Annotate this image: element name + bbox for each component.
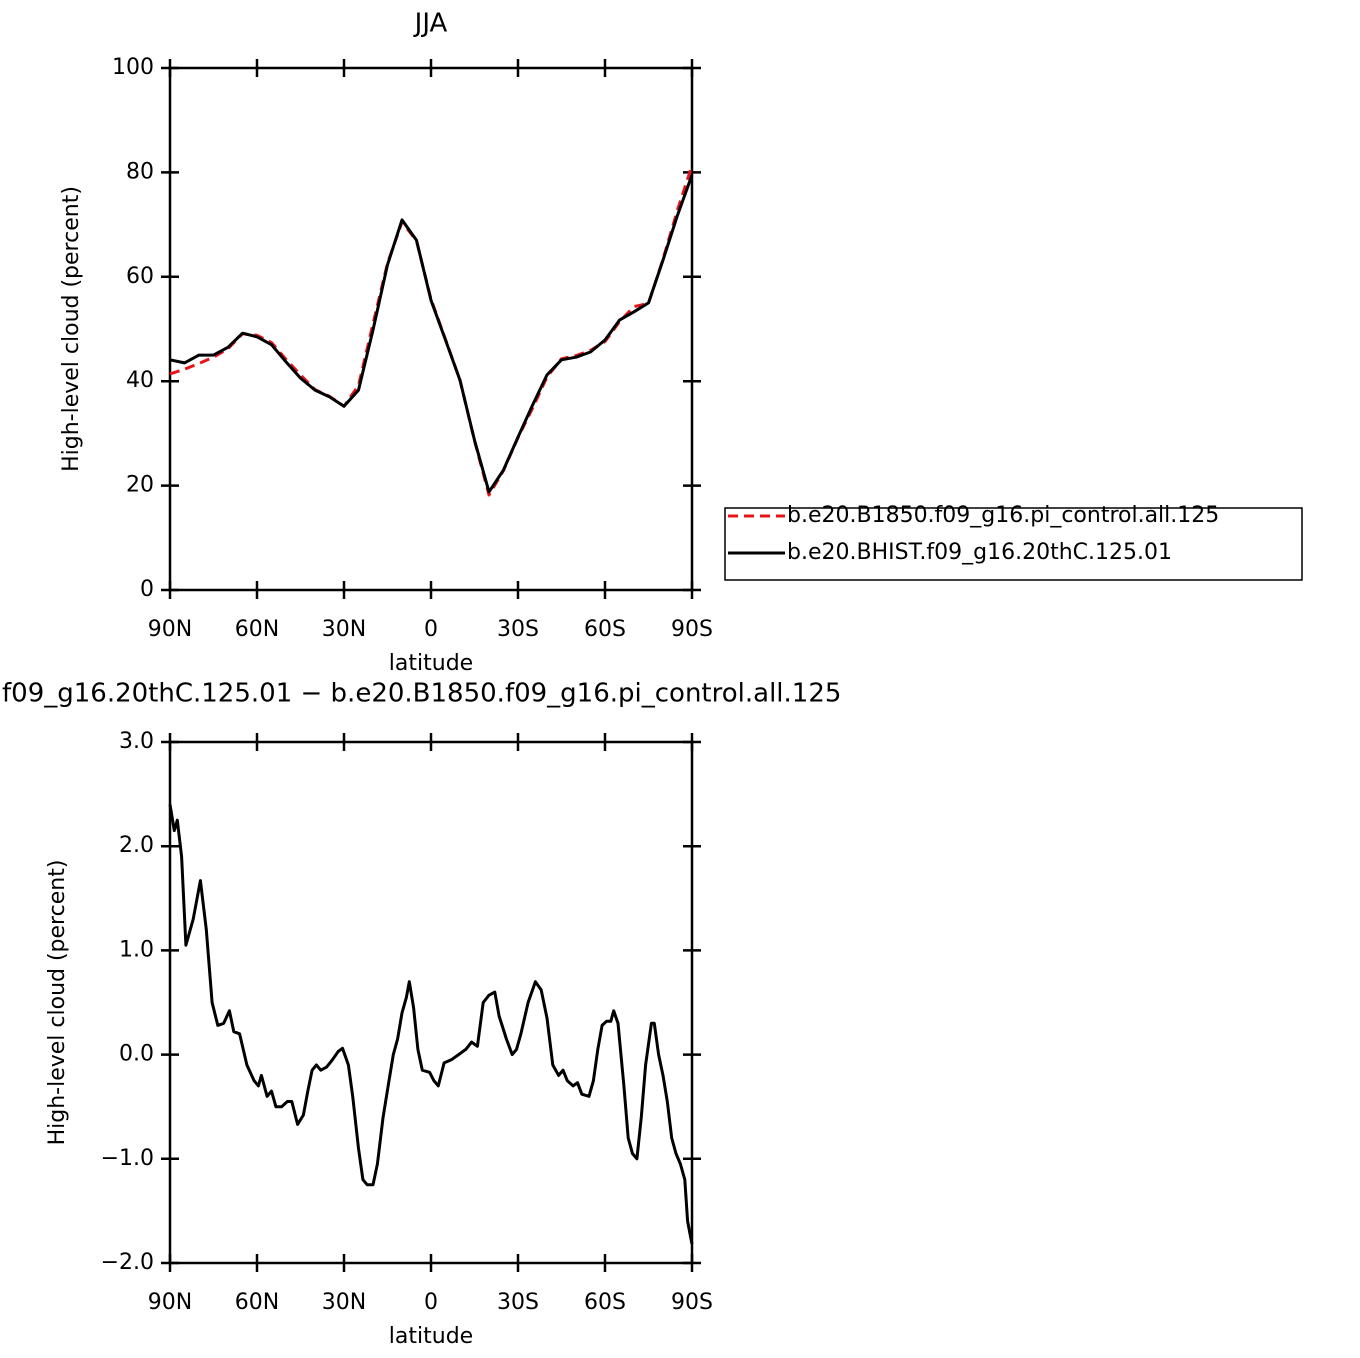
plot-frame	[168, 740, 694, 1265]
x-tick-label: 30N	[322, 1290, 366, 1315]
y-tick-label: −1.0	[101, 1146, 154, 1171]
chart-title: JJA	[413, 9, 448, 39]
x-tick-label: 30S	[497, 1290, 539, 1315]
y-tick-label: 1.0	[119, 937, 154, 962]
y-tick-label: 2.0	[119, 833, 154, 858]
y-tick-label: 20	[126, 473, 154, 498]
x-tick-label: 60S	[584, 617, 626, 642]
x-tick-label: 0	[424, 617, 438, 642]
y-axis-label: High-level cloud (percent)	[45, 860, 70, 1146]
y-axis-label: High-level cloud (percent)	[59, 186, 84, 472]
x-tick-label: 60N	[235, 1290, 279, 1315]
x-tick-label: 90N	[148, 1290, 192, 1315]
legend-box	[724, 507, 1303, 581]
data-line	[169, 174, 694, 494]
x-axis-label: latitude	[389, 1324, 473, 1349]
y-tick-label: 60	[126, 264, 154, 289]
x-tick-label: 60S	[584, 1290, 626, 1315]
x-tick-label: 90S	[671, 1290, 713, 1315]
x-tick-label: 90S	[671, 617, 713, 642]
y-tick-label: 80	[126, 159, 154, 184]
x-tick-label: 90N	[148, 617, 192, 642]
y-tick-label: 3.0	[119, 729, 154, 754]
legend-label: b.e20.BHIST.f09_g16.20thC.125.01	[787, 540, 1172, 565]
data-line	[168, 804, 694, 1245]
y-tick-label: 0.0	[119, 1042, 154, 1067]
y-tick-label: 0	[140, 577, 154, 602]
y-tick-label: 100	[112, 55, 154, 80]
x-tick-label: 30S	[497, 617, 539, 642]
x-tick-label: 60N	[235, 617, 279, 642]
x-axis-label: latitude	[389, 651, 473, 676]
y-tick-label: −2.0	[101, 1250, 154, 1275]
y-tick-label: 40	[126, 368, 154, 393]
chart-title: f09_g16.20thC.125.01 − b.e20.B1850.f09_g…	[2, 679, 841, 709]
x-tick-label: 30N	[322, 617, 366, 642]
x-tick-label: 0	[424, 1290, 438, 1315]
legend-label: b.e20.B1850.f09_g16.pi_control.all.125	[787, 503, 1219, 528]
